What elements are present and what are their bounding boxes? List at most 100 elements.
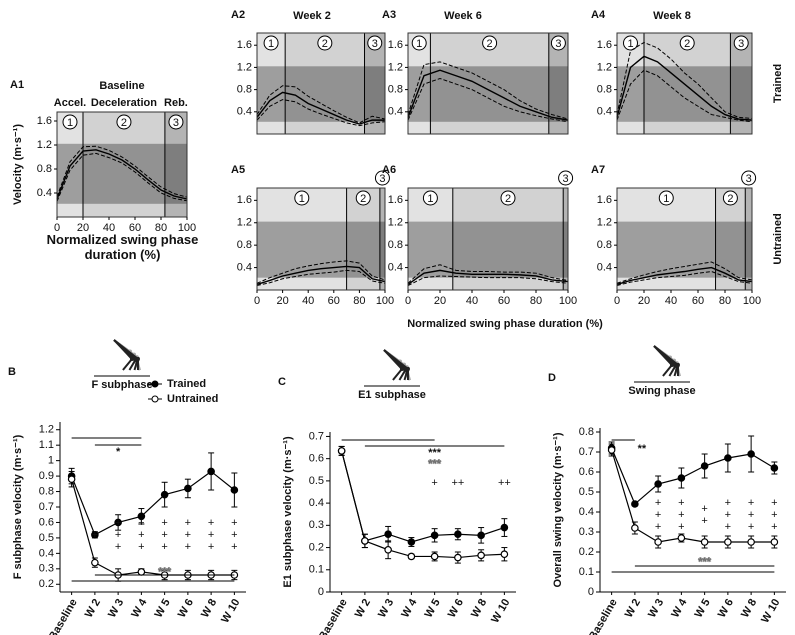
x-tick-label: 100 [559,295,577,307]
data-point [500,523,509,532]
data-point [207,467,215,476]
y-tick-label: 1.2 [388,61,403,73]
data-point [477,551,485,560]
y-tick-label: 1.6 [37,115,52,127]
plus-mark: + [655,497,661,509]
y-tick-label: 1.6 [388,39,403,51]
data-point [114,518,122,527]
y-tick-label: 0 [318,586,324,598]
phase-region [563,188,568,290]
panel-label: A7 [591,164,605,176]
data-point [430,531,439,540]
legend-label: Untrained [167,393,218,405]
data-point [230,486,239,494]
plus-mark: + [185,529,191,541]
phase-circle [411,35,427,51]
y-tick-label: 0.4 [597,106,612,118]
panel-label: A6 [382,164,396,176]
phase-circle [500,190,516,206]
legend-marker [151,395,159,403]
y-tick-label: 0.4 [388,261,403,273]
y-tick-label: 0.4 [237,261,252,273]
phase-circle [679,35,695,51]
plus-mark: + [678,521,684,533]
y-tick-label: 1.6 [597,194,612,206]
data-point [631,524,639,532]
x-tick-label: 80 [353,295,365,307]
phase-number: 2 [121,117,127,129]
phase-name: Deceleration [91,97,157,109]
x-tick-label: W 3 [376,597,396,620]
x-tick-label: 20 [77,222,89,234]
y-tick-label: 0.4 [388,106,403,118]
x-tick-label: 40 [302,295,314,307]
x-tick-label: 40 [466,295,478,307]
phase-region [730,33,752,134]
phase-number: 1 [67,117,73,129]
x-tick-label: 60 [498,295,510,307]
limb-segment [653,345,674,377]
y-tick-label: 0.8 [237,239,252,251]
y-tick-label: 1.1 [39,439,54,451]
y-tick-label: 0.5 [39,532,54,544]
phase-number: 1 [663,193,669,205]
y-tick-label: 0.3 [39,563,54,575]
x-tick-label: 20 [434,295,446,307]
plot-frame [616,32,753,135]
sd-line [616,69,753,123]
sd-line [256,85,386,124]
velocity-band [257,66,385,122]
data-point [500,550,509,559]
plus-mark: + [208,529,214,541]
data-point [770,538,779,546]
data-point [91,558,99,567]
x-tick-label: 80 [155,222,167,234]
mean-line [256,265,386,286]
x-tick-label: W 10 [219,597,242,625]
mean-line [616,266,753,286]
phase-number: 2 [487,38,493,50]
sd-line [616,41,753,119]
data-point [430,552,439,561]
plus-mark: + [138,517,144,529]
plus-mark: + [655,521,661,533]
panel-title: Baseline [99,80,144,92]
panel-label: A4 [591,9,606,21]
velocity-band [408,66,568,122]
x-tick-label: W 10 [759,597,782,625]
phase-number: 2 [505,193,511,205]
y-tick-label: 0.8 [579,426,594,438]
y-tick-label: 0.4 [37,187,52,199]
plot-frame [256,187,386,291]
y-axis-label: Velocity (m·s⁻¹) [12,124,24,205]
x-tick-label: W 6 [176,597,196,620]
y-tick-label: 1.2 [597,217,612,229]
data-point [631,500,639,508]
y-tick-label: 0.9 [39,470,54,482]
plus-mark: + [748,521,754,533]
y-tick-label: 1.2 [237,217,252,229]
x-tick-label: 40 [665,295,677,307]
phase-number: 1 [416,38,422,50]
y-tick-label: 0.8 [597,239,612,251]
y-tick-label: 0.4 [309,497,324,509]
data-point [160,490,169,499]
phase-region [164,112,187,217]
plus-mark: + [748,509,754,521]
plus-mark: + [161,541,167,553]
x-tick-label: 0 [614,295,620,307]
y-tick-label: 0.2 [579,546,594,558]
phase-circle [374,170,390,186]
y-tick-label: 1.6 [237,194,252,206]
phase-number: 1 [627,38,633,50]
y-tick-label: 0.2 [309,541,324,553]
panel-label: A2 [231,9,245,21]
data-point [454,530,462,539]
mean-line [407,269,569,285]
panel-label: A5 [231,164,245,176]
x-tick-label: W 3 [646,597,666,620]
y-tick-label: 0 [588,586,594,598]
x-tick-label: W 10 [489,597,512,625]
significance-trained: * [116,446,121,458]
